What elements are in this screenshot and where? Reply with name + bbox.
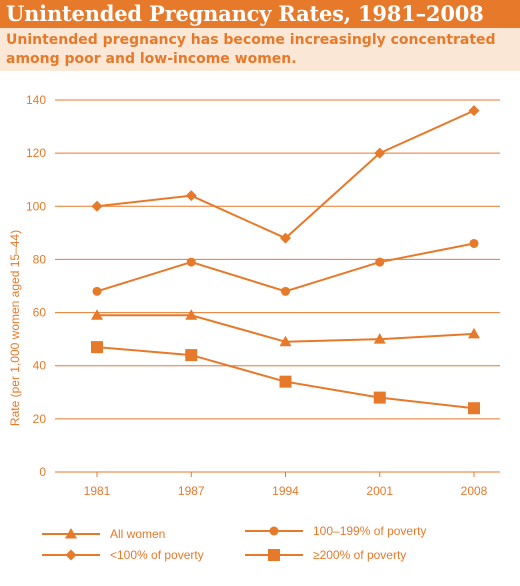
x-tick-label-2001: 2001: [366, 484, 393, 498]
legend-label-triangle: All women: [110, 527, 165, 541]
y-tick-label-80: 80: [33, 252, 47, 266]
data-point-square-1994: [279, 375, 292, 388]
subtitle-box: Unintended pregnancy has become increasi…: [0, 28, 520, 71]
y-tick-label-140: 140: [26, 93, 46, 107]
data-point-square-1981: [91, 341, 103, 354]
y-axis-label: Rate (per 1,000 women aged 15–44): [8, 230, 22, 426]
legend-label-circle: 100–199% of poverty: [313, 524, 426, 538]
legend-marker-diamond: [65, 549, 77, 561]
legend: All women 100–199% of poverty <100% of pov…: [42, 524, 426, 562]
x-tick-label-1994: 1994: [272, 484, 299, 498]
data-point-diamond-1994: [280, 232, 291, 244]
series-diamond: [91, 105, 480, 244]
data-point-square-2008: [468, 402, 480, 415]
x-tick-label-1987: 1987: [178, 484, 205, 498]
data-point-triangle-2001: [373, 333, 386, 344]
legend-marker-triangle: [65, 528, 77, 539]
legend-entry-triangle: All women: [42, 527, 165, 541]
data-point-circle-1987: [186, 257, 196, 267]
title-bar: Unintended Pregnancy Rates, 1981–2008: [0, 0, 520, 28]
data-point-diamond-1981: [91, 200, 103, 212]
series-line-diamond: [96, 109, 475, 240]
data-point-square-1987: [185, 349, 198, 362]
data-point-triangle-1987: [185, 309, 198, 320]
y-tick-label-120: 120: [26, 146, 46, 160]
data-point-circle-1994: [281, 286, 290, 296]
data-point-triangle-2008: [468, 327, 480, 339]
data-point-circle-2001: [375, 257, 385, 267]
series-line-circle: [96, 242, 475, 293]
y-tick-label-40: 40: [33, 359, 47, 373]
data-point-circle-2008: [469, 238, 479, 248]
y-tick-label-100: 100: [26, 199, 46, 213]
y-tick-labels: 0 20 40 60 80 100 120 140: [26, 93, 46, 479]
series-lines: [91, 105, 480, 415]
legend-entry-square: ≥200% of poverty: [245, 548, 406, 562]
x-tick-label-2008: 2008: [461, 484, 488, 498]
data-point-triangle-1981: [91, 309, 103, 320]
legend-label-square: ≥200% of poverty: [313, 548, 406, 562]
series-triangle: [91, 309, 480, 347]
legend-marker-square: [268, 549, 280, 561]
data-point-square-2001: [373, 391, 386, 404]
y-tick-label-0: 0: [39, 465, 46, 479]
legend-label-diamond: <100% of poverty: [110, 548, 204, 562]
data-point-triangle-1994: [279, 335, 292, 347]
series-square: [91, 341, 480, 415]
data-point-diamond-1987: [185, 190, 197, 202]
x-tick-label-1981: 1981: [84, 484, 111, 498]
legend-entry-diamond: <100% of poverty: [42, 548, 204, 562]
data-point-diamond-2001: [374, 147, 386, 159]
legend-entry-circle: 100–199% of poverty: [245, 524, 426, 538]
data-point-diamond-2008: [468, 105, 480, 117]
chart-subtitle: Unintended pregnancy has become increasi…: [6, 32, 496, 67]
gridlines: [55, 99, 500, 473]
y-tick-label-20: 20: [33, 412, 47, 426]
legend-marker-circle: [269, 526, 279, 536]
chart-title: Unintended Pregnancy Rates, 1981–2008: [6, 1, 484, 26]
series-circle: [92, 238, 479, 296]
y-tick-label-60: 60: [33, 306, 47, 320]
x-tick-labels: 1981 1987 1994 2001 2008: [84, 472, 488, 498]
data-point-circle-1981: [92, 286, 102, 296]
